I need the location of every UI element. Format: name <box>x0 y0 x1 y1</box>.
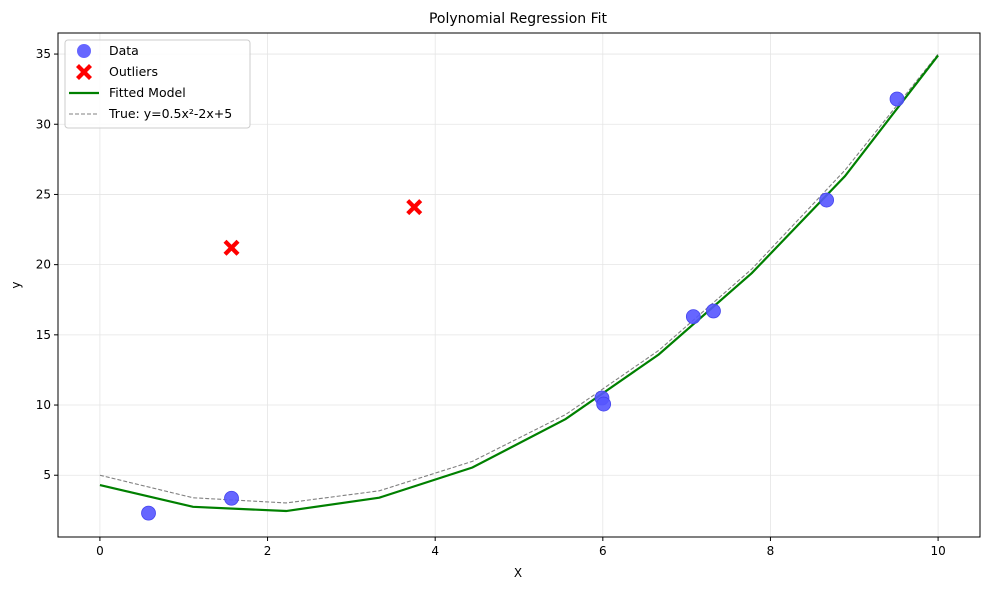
data-point <box>141 505 156 521</box>
plot-frame <box>57 32 981 538</box>
fitted-model-line <box>99 54 939 513</box>
legend-x-icon <box>76 64 92 80</box>
x-tick-label: 4 <box>431 544 439 558</box>
x-tick-label: 2 <box>264 544 272 558</box>
x-tick-label: 0 <box>96 544 104 558</box>
legend: Data Outliers Fitted Model True: y=0.5x²-2x… <box>64 39 251 129</box>
data-point <box>889 91 905 107</box>
y-tick-label: 5 <box>43 468 51 482</box>
x-tick-label: 6 <box>599 544 607 558</box>
legend-circle-icon <box>77 44 91 58</box>
legend-label: Fitted Model <box>109 85 186 100</box>
legend-label: True: y=0.5x²-2x+5 <box>108 106 232 121</box>
legend-label: Outliers <box>109 64 158 79</box>
data-point <box>685 309 701 324</box>
y-tick-label: 10 <box>36 398 51 412</box>
y-tick-label: 15 <box>36 328 51 342</box>
y-tick-label: 20 <box>36 258 51 272</box>
y-tick-label: 25 <box>36 187 51 201</box>
data-point <box>224 490 239 506</box>
y-tick-label: 30 <box>36 117 51 131</box>
outlier-point <box>223 239 240 256</box>
chart-title: Polynomial Regression Fit <box>429 11 608 27</box>
true-curve-line <box>99 53 939 504</box>
data-point <box>706 303 721 319</box>
legend-box <box>64 39 251 129</box>
outlier-point <box>406 199 423 216</box>
y-axis-label: y <box>9 281 23 288</box>
legend-label: Data <box>109 43 139 58</box>
x-tick-label: 10 <box>930 544 945 558</box>
y-tick-label: 35 <box>36 47 51 61</box>
x-tick-label: 8 <box>767 544 775 558</box>
data-point <box>596 396 612 412</box>
x-axis-label: X <box>514 566 522 580</box>
data-point <box>819 192 835 208</box>
